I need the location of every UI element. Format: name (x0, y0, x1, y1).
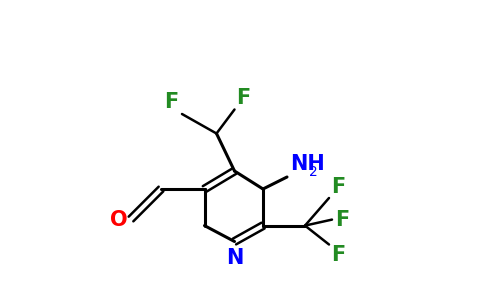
Text: F: F (164, 92, 179, 112)
Text: F: F (236, 88, 250, 108)
Text: 2: 2 (309, 164, 318, 178)
Text: O: O (110, 211, 127, 230)
Text: F: F (335, 210, 349, 230)
Text: F: F (332, 245, 346, 265)
Text: NH: NH (290, 154, 325, 174)
Text: F: F (332, 177, 346, 197)
Text: N: N (226, 248, 243, 268)
